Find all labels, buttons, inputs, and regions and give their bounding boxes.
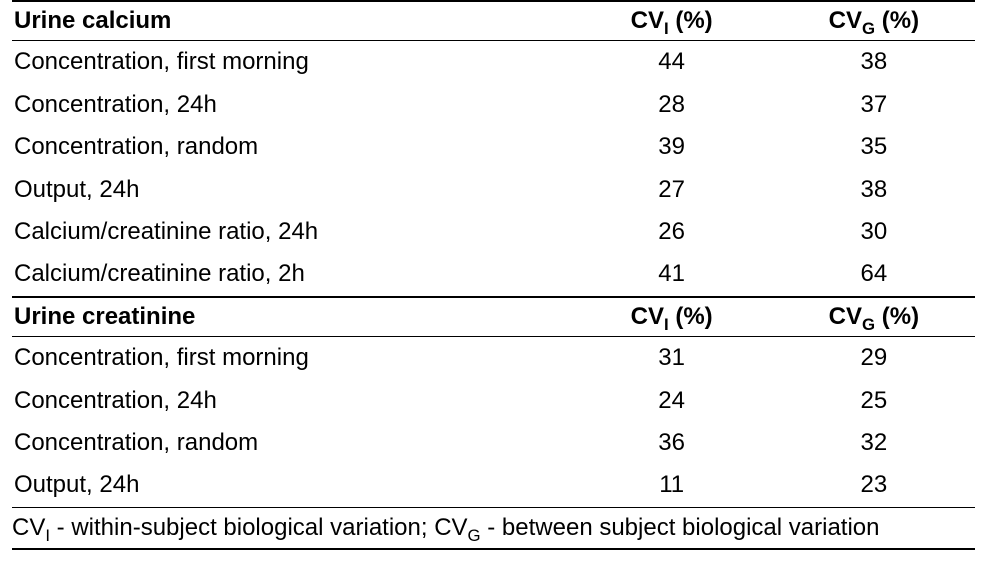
cell-cvi: 26 [571, 211, 773, 253]
table-row: Concentration, random 36 32 [12, 422, 975, 464]
cell-cvg: 64 [773, 253, 975, 296]
cell-cvi: 41 [571, 253, 773, 296]
table-row: Calcium/creatinine ratio, 24h 26 30 [12, 211, 975, 253]
cell-label: Calcium/creatinine ratio, 2h [12, 253, 571, 296]
cell-cvg: 29 [773, 337, 975, 380]
cell-cvi: 39 [571, 126, 773, 168]
cell-cvg: 32 [773, 422, 975, 464]
table-row: Output, 24h 27 38 [12, 169, 975, 211]
cell-label: Output, 24h [12, 464, 571, 507]
cell-cvg: 30 [773, 211, 975, 253]
cell-label: Output, 24h [12, 169, 571, 211]
section-header: Urine creatinine CVI (%) CVG (%) [12, 297, 975, 337]
cell-cvi: 36 [571, 422, 773, 464]
table-footnote-row: CVI - within-subject biological variatio… [12, 507, 975, 549]
cell-cvg: 38 [773, 169, 975, 211]
header-cvg: CVG (%) [773, 1, 975, 41]
header-cvi: CVI (%) [571, 1, 773, 41]
cell-cvi: 27 [571, 169, 773, 211]
table-row: Concentration, first morning 44 38 [12, 41, 975, 84]
cell-label: Concentration, random [12, 422, 571, 464]
header-label: Urine creatinine [12, 297, 571, 337]
cell-cvg: 23 [773, 464, 975, 507]
cell-cvi: 24 [571, 380, 773, 422]
table-row: Concentration, 24h 24 25 [12, 380, 975, 422]
cell-cvi: 31 [571, 337, 773, 380]
cell-cvi: 28 [571, 84, 773, 126]
table-row: Concentration, random 39 35 [12, 126, 975, 168]
cell-label: Concentration, 24h [12, 84, 571, 126]
cell-cvg: 25 [773, 380, 975, 422]
cell-cvi: 44 [571, 41, 773, 84]
table-row: Concentration, 24h 28 37 [12, 84, 975, 126]
cell-cvg: 38 [773, 41, 975, 84]
cell-cvi: 11 [571, 464, 773, 507]
cell-label: Concentration, random [12, 126, 571, 168]
table: Urine calcium CVI (%) CVG (%) Concentrat… [12, 0, 975, 550]
table-row: Calcium/creatinine ratio, 2h 41 64 [12, 253, 975, 296]
cell-label: Calcium/creatinine ratio, 24h [12, 211, 571, 253]
table-row: Concentration, first morning 31 29 [12, 337, 975, 380]
biological-variation-table: Urine calcium CVI (%) CVG (%) Concentrat… [0, 0, 987, 558]
cell-label: Concentration, first morning [12, 337, 571, 380]
table-footnote: CVI - within-subject biological variatio… [12, 507, 975, 549]
section-header: Urine calcium CVI (%) CVG (%) [12, 1, 975, 41]
cell-label: Concentration, 24h [12, 380, 571, 422]
cell-cvg: 35 [773, 126, 975, 168]
cell-label: Concentration, first morning [12, 41, 571, 84]
header-cvi: CVI (%) [571, 297, 773, 337]
table-row: Output, 24h 11 23 [12, 464, 975, 507]
header-cvg: CVG (%) [773, 297, 975, 337]
cell-cvg: 37 [773, 84, 975, 126]
header-label: Urine calcium [12, 1, 571, 41]
